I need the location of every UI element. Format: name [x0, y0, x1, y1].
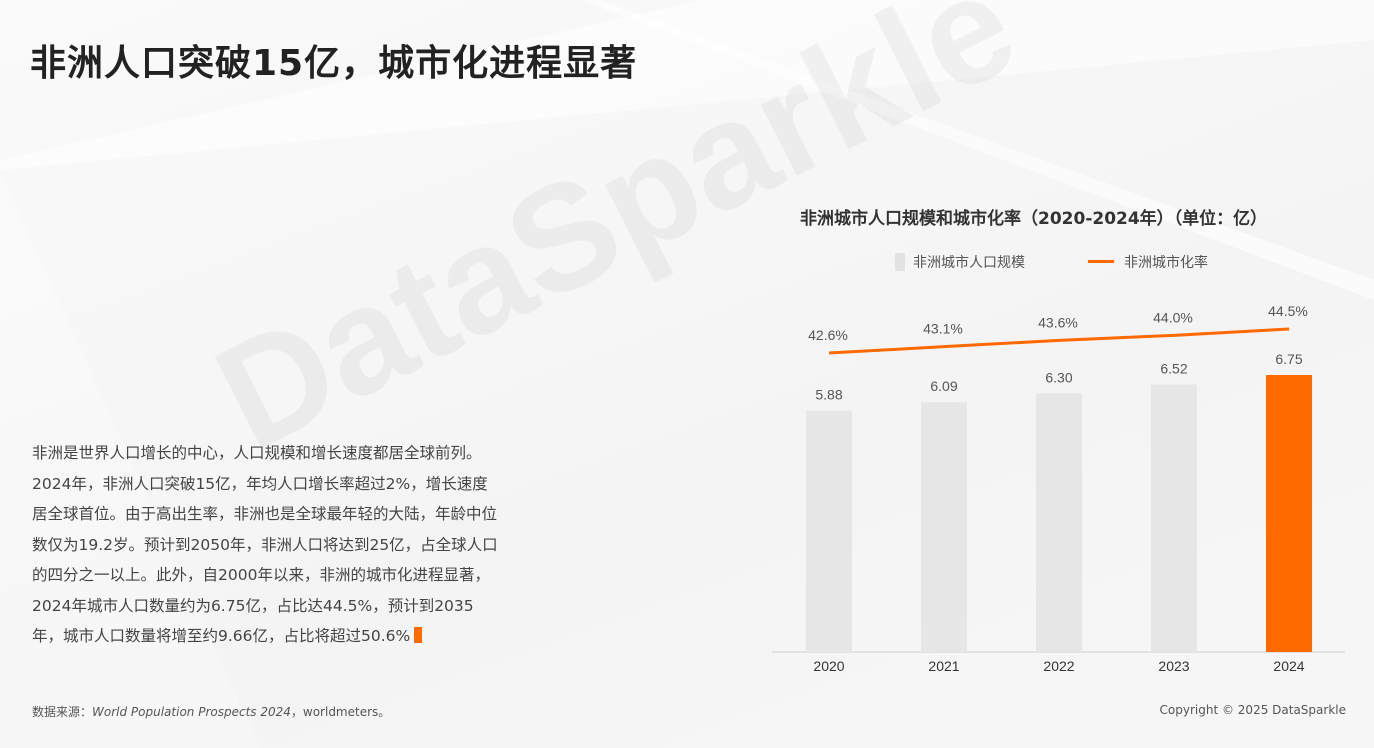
- legend-line-label: 非洲城市化率: [1124, 255, 1208, 271]
- source-label: 数据来源：: [32, 705, 93, 719]
- legend-item-line: 非洲城市化率: [1088, 252, 1208, 272]
- text-end-marker: [414, 627, 423, 643]
- page-title: 非洲人口突破15亿，城市化进程显著: [30, 43, 638, 84]
- copyright: Copyright © 2025 DataSparkle: [1159, 703, 1346, 717]
- legend-bar-label: 非洲城市人口规模: [913, 255, 1025, 271]
- data-source: 数据来源：World Population Prospects 2024，wor…: [32, 703, 390, 720]
- legend-line-swatch: [1088, 260, 1114, 263]
- legend-bar-swatch: [895, 253, 905, 271]
- description-paragraph: 非洲是世界人口增长的中心，人口规模和增长速度都居全球前列。2024年，非洲人口突…: [32, 438, 502, 652]
- chart-title: 非洲城市人口规模和城市化率（2020-2024年）（单位：亿）: [800, 209, 1268, 229]
- legend-item-bar: 非洲城市人口规模: [895, 252, 1025, 272]
- source-italic: World Population Prospects 2024: [92, 705, 291, 719]
- description-text: 非洲是世界人口增长的中心，人口规模和增长速度都居全球前列。2024年，非洲人口突…: [32, 444, 498, 645]
- source-rest: ，worldmeters。: [290, 705, 391, 719]
